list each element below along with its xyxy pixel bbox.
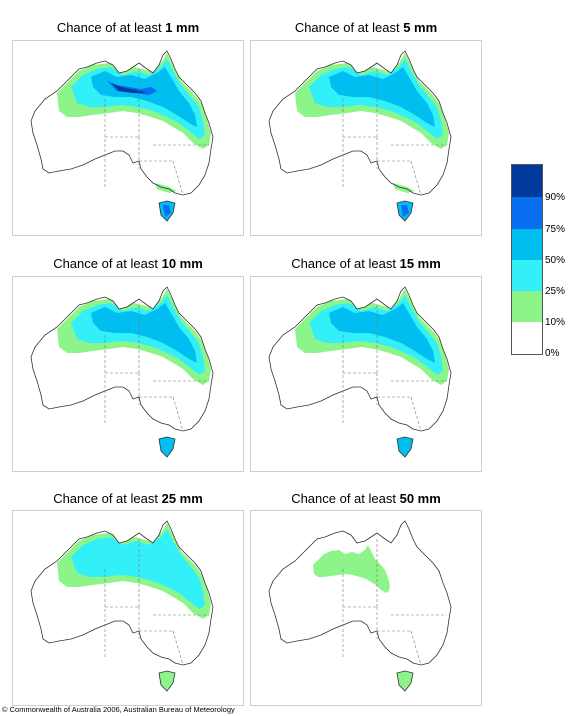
legend-swatch-10 [512, 291, 542, 322]
panel-title-5mm: Chance of at least 5 mm [294, 20, 438, 35]
legend-label-90: 90% [545, 192, 566, 203]
australia-map [268, 520, 452, 692]
panel-title-10mm: Chance of at least 10 mm [53, 256, 203, 271]
legend-label-25: 25% [545, 286, 566, 297]
panel-title-50mm: Chance of at least 50 mm [291, 491, 441, 506]
legend-swatch-75 [512, 197, 542, 229]
map-panel-50mm [250, 510, 482, 706]
mainland-coastline [268, 50, 452, 196]
map-panel-15mm [250, 276, 482, 472]
tasmania [158, 436, 176, 458]
legend-swatch-0 [512, 322, 542, 354]
map-panel-1mm [12, 40, 244, 236]
rain-band-25-percent [71, 529, 205, 609]
legend-swatch-25 [512, 260, 542, 291]
rain-band-10-percent [313, 545, 390, 593]
state-border [172, 396, 184, 432]
state-border [410, 630, 422, 666]
rain-band-90-percent [107, 81, 157, 95]
tasmania-high-chance [163, 205, 171, 217]
australia-map [268, 286, 452, 458]
state-border [410, 396, 422, 432]
panel-title-15mm: Chance of at least 15 mm [291, 256, 441, 271]
australia-map [30, 50, 214, 222]
panel-title-1mm: Chance of at least 1 mm [56, 20, 200, 35]
australia-map [30, 286, 214, 458]
rain-band-50-percent [329, 303, 435, 363]
rain-band-75-percent [341, 77, 421, 109]
state-border [172, 630, 184, 666]
australia-map [268, 50, 452, 222]
map-panel-5mm [250, 40, 482, 236]
map-panel-10mm [12, 276, 244, 472]
rain-band-75-percent [103, 77, 183, 109]
copyright-notice: © Commonwealth of Australia 2006, Austra… [2, 705, 235, 714]
tasmania [396, 436, 414, 458]
tasmania [396, 670, 414, 692]
legend-label-75: 75% [545, 224, 566, 235]
state-border [410, 160, 422, 196]
legend-label-50: 50% [545, 255, 566, 266]
legend-label-0: 0% [545, 348, 560, 359]
rain-band-50-percent [91, 303, 197, 363]
legend-swatch-90 [512, 165, 542, 197]
probability-legend [511, 164, 543, 355]
mainland-coastline [268, 286, 452, 432]
australia-map [30, 520, 214, 692]
map-panel-25mm [12, 510, 244, 706]
mainland-coastline [268, 520, 452, 666]
mainland-coastline [30, 50, 214, 196]
state-border [172, 160, 184, 196]
panel-title-25mm: Chance of at least 25 mm [53, 491, 203, 506]
rain-band-deep [111, 83, 147, 93]
tasmania-high-chance [401, 205, 409, 217]
mainland-coastline [30, 520, 214, 666]
mainland-coastline [30, 286, 214, 432]
legend-label-10: 10% [545, 317, 566, 328]
legend-swatch-50 [512, 229, 542, 260]
tasmania [158, 670, 176, 692]
